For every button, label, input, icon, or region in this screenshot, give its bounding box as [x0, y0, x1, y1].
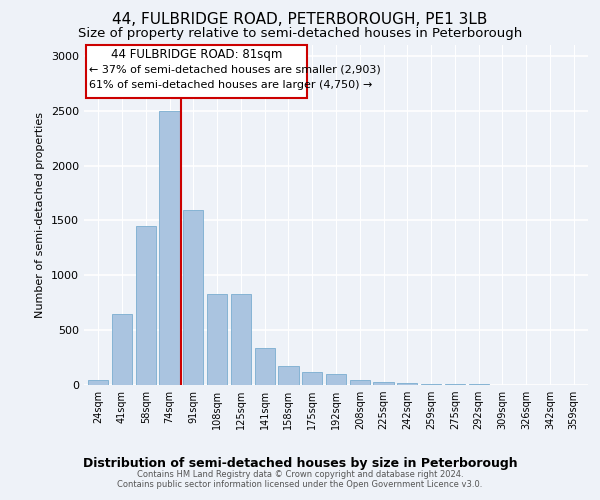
Text: 61% of semi-detached houses are larger (4,750) →: 61% of semi-detached houses are larger (… — [89, 80, 373, 90]
Bar — [112, 314, 132, 385]
FancyBboxPatch shape — [86, 45, 307, 98]
Text: Size of property relative to semi-detached houses in Peterborough: Size of property relative to semi-detach… — [78, 28, 522, 40]
Text: ← 37% of semi-detached houses are smaller (2,903): ← 37% of semi-detached houses are smalle… — [89, 64, 381, 74]
Bar — [136, 226, 156, 385]
Bar — [183, 210, 203, 385]
Bar — [231, 294, 251, 385]
Text: Distribution of semi-detached houses by size in Peterborough: Distribution of semi-detached houses by … — [83, 458, 517, 470]
Bar — [350, 380, 370, 385]
Bar — [397, 384, 418, 385]
Bar — [326, 374, 346, 385]
Bar — [254, 348, 275, 385]
Bar — [88, 380, 109, 385]
Bar — [469, 384, 489, 385]
Bar — [421, 384, 441, 385]
Bar — [207, 294, 227, 385]
Bar — [278, 366, 299, 385]
Text: Contains HM Land Registry data © Crown copyright and database right 2024.
Contai: Contains HM Land Registry data © Crown c… — [118, 470, 482, 489]
Text: 44, FULBRIDGE ROAD, PETERBOROUGH, PE1 3LB: 44, FULBRIDGE ROAD, PETERBOROUGH, PE1 3L… — [112, 12, 488, 28]
Y-axis label: Number of semi-detached properties: Number of semi-detached properties — [35, 112, 46, 318]
Bar — [445, 384, 465, 385]
Bar — [373, 382, 394, 385]
Bar — [302, 372, 322, 385]
Text: 44 FULBRIDGE ROAD: 81sqm: 44 FULBRIDGE ROAD: 81sqm — [111, 48, 283, 62]
Bar — [160, 111, 179, 385]
